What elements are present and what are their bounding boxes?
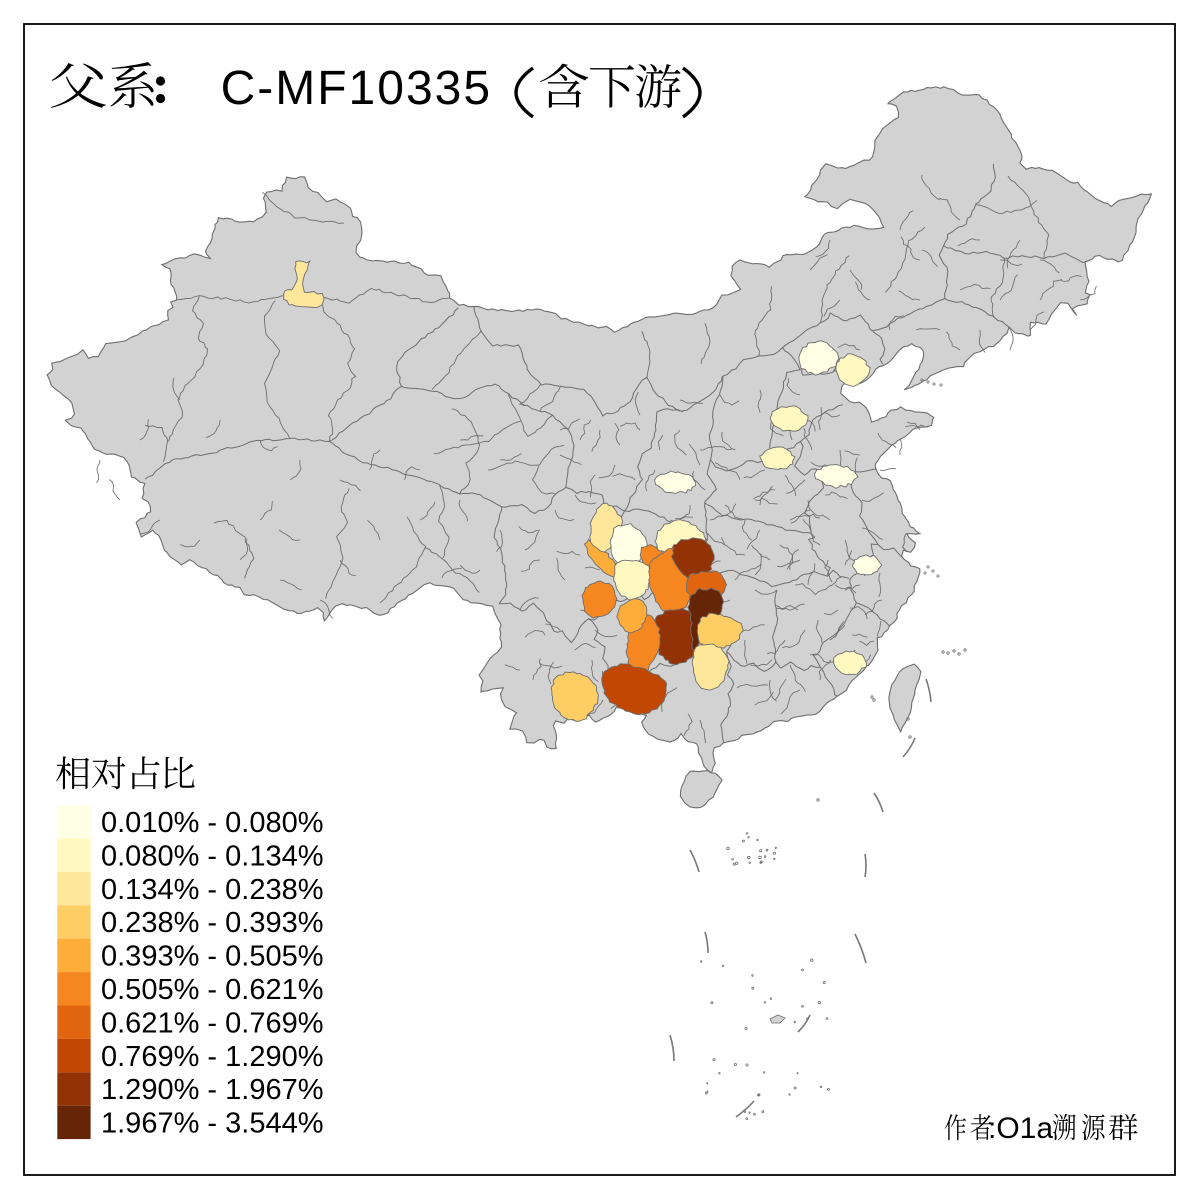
svg-text:0.010% - 0.080%: 0.010% - 0.080% [101, 807, 323, 839]
svg-text:0.238% - 0.393%: 0.238% - 0.393% [101, 907, 323, 939]
svg-text:0.393% - 0.505%: 0.393% - 0.505% [101, 941, 323, 973]
svg-text:1.967% - 3.544%: 1.967% - 3.544% [101, 1108, 323, 1140]
svg-text:0.080% - 0.134%: 0.080% - 0.134% [101, 840, 323, 872]
svg-text:0.621% - 0.769%: 0.621% - 0.769% [101, 1007, 323, 1039]
svg-text::O1a: :O1a [988, 1112, 1053, 1145]
svg-text:1.290% - 1.967%: 1.290% - 1.967% [101, 1074, 323, 1106]
svg-text:0.769% - 1.290%: 0.769% - 1.290% [101, 1041, 323, 1073]
svg-text:C-MF10335: C-MF10335 [221, 62, 492, 115]
svg-text:0.505% - 0.621%: 0.505% - 0.621% [101, 974, 323, 1006]
svg-text:0.134% - 0.238%: 0.134% - 0.238% [101, 874, 323, 906]
